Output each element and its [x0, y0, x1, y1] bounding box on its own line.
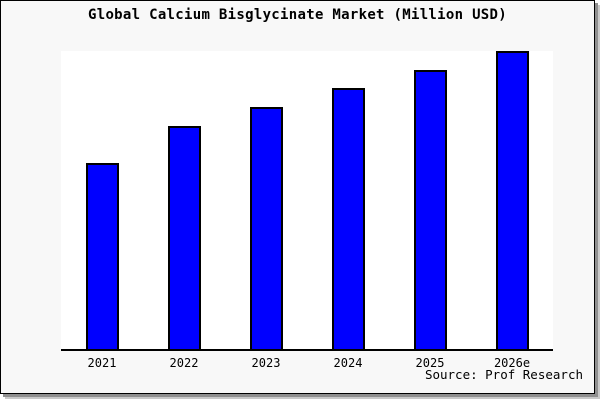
chart-panel: Global Calcium Bisglycinate Market (Mill…: [0, 0, 595, 394]
bar-2026e: [496, 51, 529, 349]
chart-title: Global Calcium Bisglycinate Market (Mill…: [88, 7, 507, 23]
x-tick-label-2024: 2024: [333, 356, 363, 370]
bar-2024: [332, 88, 365, 349]
plot-area: [61, 51, 553, 351]
bar-2023: [250, 107, 283, 349]
bar-2022: [168, 126, 201, 349]
x-tick-label-2026e: 2026e: [493, 356, 531, 370]
source-note: Source: Prof Research: [424, 367, 583, 382]
bar-2025: [414, 70, 447, 349]
x-axis-labels: 2021 2022 2023 2024 2025 2026e: [61, 356, 553, 371]
x-tick-label-2023: 2023: [251, 356, 281, 370]
x-tick-label-2021: 2021: [87, 356, 117, 370]
x-tick-label-2025: 2025: [415, 356, 445, 370]
bar-2021: [86, 163, 119, 349]
x-tick-label-2022: 2022: [169, 356, 199, 370]
